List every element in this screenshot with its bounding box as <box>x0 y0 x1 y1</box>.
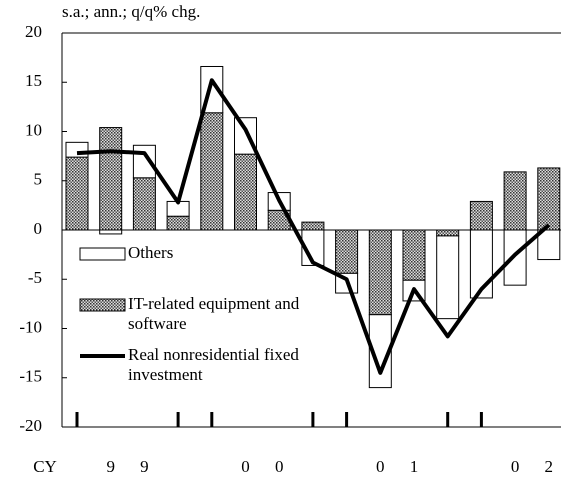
y-tick-label: 5 <box>34 170 43 189</box>
bar <box>200 112 224 231</box>
legend-label: Others <box>128 243 173 262</box>
y-tick-label: 10 <box>25 120 42 139</box>
legend-swatch <box>79 298 126 312</box>
x-tick-label: 0 <box>376 457 385 476</box>
y-tick-label: -20 <box>19 416 42 435</box>
x-tick-label: 0 <box>241 457 250 476</box>
x-tick-label: 1 <box>410 457 419 476</box>
legend-label-line: investment <box>128 365 203 384</box>
y-tick-label: -15 <box>19 367 42 386</box>
bar <box>132 177 156 231</box>
legend-label: Real nonresidential fixed investment <box>128 345 299 384</box>
y-tick-label: -5 <box>28 268 42 287</box>
bar <box>503 171 527 231</box>
bar <box>234 153 257 231</box>
bar <box>503 229 527 286</box>
bar <box>537 167 561 231</box>
x-tick-label: 2 <box>545 457 554 476</box>
bar <box>469 200 493 231</box>
x-tick-label: 9 <box>106 457 115 476</box>
bar <box>99 229 123 235</box>
bar <box>65 156 89 231</box>
bar <box>301 221 325 231</box>
bar <box>65 141 89 158</box>
x-tick-label: 9 <box>140 457 149 476</box>
bar <box>368 229 392 316</box>
legend-label-line: software <box>128 314 187 333</box>
y-tick-label: 15 <box>25 71 42 90</box>
bar <box>402 229 426 281</box>
chart-title: s.a.; ann.; q/q% chg. <box>62 2 200 21</box>
legend-label: IT-related equipment and software <box>128 294 300 333</box>
line <box>76 78 551 375</box>
legend-label-line: IT-related equipment and <box>128 294 300 313</box>
x-tick-label: 0 <box>511 457 520 476</box>
x-axis-label: CY <box>33 457 57 476</box>
legend-label-line: Real nonresidential fixed <box>128 345 299 364</box>
bar <box>99 127 123 231</box>
legend-swatch <box>79 247 126 261</box>
bar <box>368 314 392 389</box>
x-tick-label: 0 <box>275 457 284 476</box>
bar <box>436 229 460 237</box>
y-tick-label: -10 <box>19 317 42 336</box>
bar <box>166 215 190 231</box>
bar <box>436 235 460 320</box>
bar <box>335 229 359 274</box>
y-tick-label: 0 <box>34 219 43 238</box>
y-tick-label: 20 <box>25 22 42 41</box>
